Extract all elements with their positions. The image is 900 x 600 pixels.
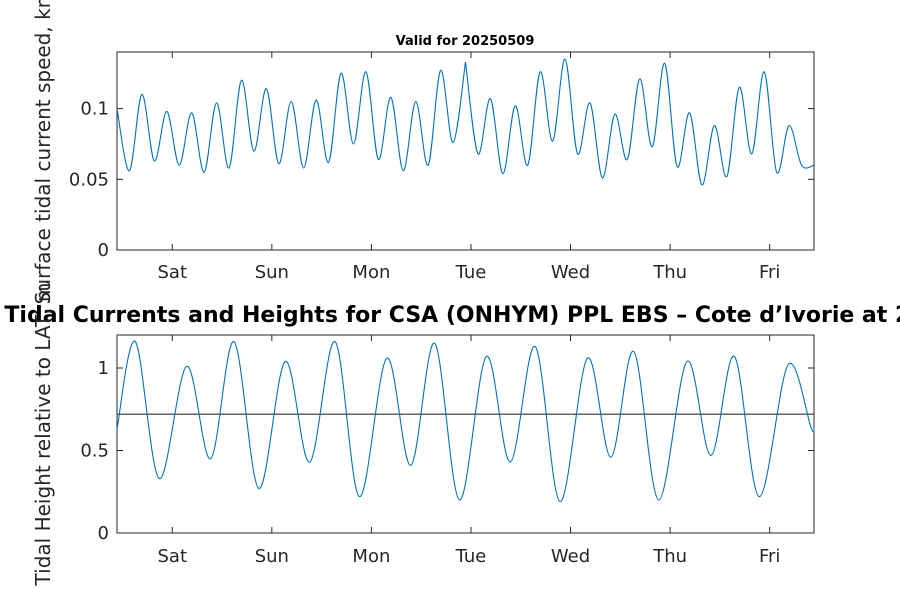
current-speed-x-tick-label: Sun: [255, 262, 289, 283]
current-speed-y-tick-label: 0.05: [69, 169, 109, 190]
tidal-height-x-tick-label: Fri: [759, 546, 780, 567]
tidal-height-x-tick-label: Thu: [652, 546, 687, 567]
current-speed-axes: Sat Sun Mon Tue Wed Thu Fri 0 0.05 0.1: [69, 51, 815, 283]
current-speed-x-tick-label: Tue: [455, 262, 487, 283]
tidal-height-x-tick-label: Wed: [551, 546, 590, 567]
tidal-height-x-tick-label: Tue: [455, 546, 487, 567]
tidal-height-axes: Sat Sun Mon Tue Wed Thu Fri 0 0.5 1: [80, 334, 815, 567]
current-speed-ylabel: Surface tidal current speed, kn: [31, 0, 55, 304]
tidal-height-series-line: [116, 340, 815, 503]
current-speed-x-tick-label: Wed: [551, 262, 590, 283]
tidal-height-ylabel: Tidal Height relative to LAT, m: [31, 283, 55, 587]
tidal-height-y-tick-label: 0.5: [80, 441, 109, 462]
current-speed-title: Valid for 20250509: [396, 34, 535, 49]
current-speed-series-line: [116, 61, 467, 173]
tidal-height-y-tick-label: 0: [98, 523, 109, 544]
current-speed-x-tick-label: Mon: [352, 262, 390, 283]
tidal-height-x-tick-label: Sat: [158, 546, 188, 567]
tidal-height-axes-box: [116, 334, 815, 534]
tidal-height-y-tick-label: 1: [98, 358, 109, 379]
current-speed-x-tick-label: Sat: [158, 262, 188, 283]
current-speed-x-tick-label: Thu: [652, 262, 687, 283]
current-speed-y-tick-label: 0.1: [80, 99, 109, 120]
tidal-height-title: Tidal Currents and Heights for CSA (ONHY…: [4, 303, 900, 328]
current-speed-axes-box: [116, 51, 815, 251]
tidal-height-x-tick-label: Sun: [255, 546, 289, 567]
current-speed-series-line: [464, 58, 815, 186]
current-speed-y-tick-label: 0: [98, 240, 109, 261]
current-speed-x-tick-label: Fri: [759, 262, 780, 283]
tidal-height-x-tick-label: Mon: [352, 546, 390, 567]
